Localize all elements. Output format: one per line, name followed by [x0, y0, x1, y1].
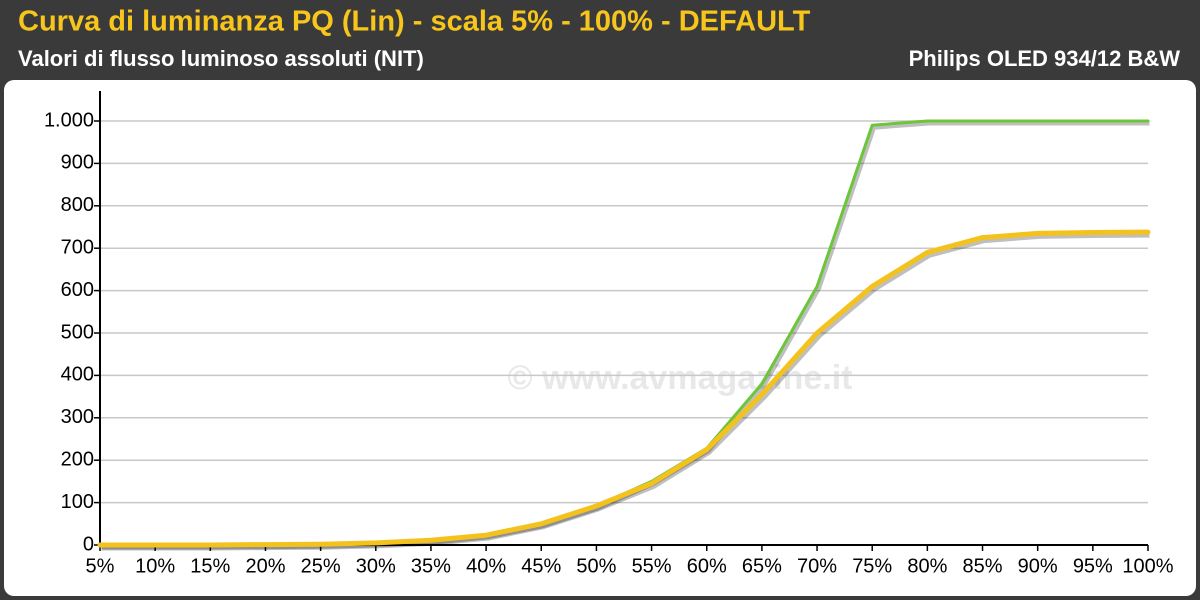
x-tick-label: 85% [963, 555, 1003, 577]
y-tick-label: 0 [83, 533, 94, 555]
watermark: © www.avmagazine.it [508, 359, 853, 397]
x-tick-label: 20% [245, 555, 285, 577]
x-tick-label: 40% [466, 555, 506, 577]
x-tick-label: 60% [687, 555, 727, 577]
x-tick-label: 70% [797, 555, 837, 577]
x-tick-label: 25% [301, 555, 341, 577]
y-tick-label: 500 [61, 321, 94, 343]
y-tick-label: 600 [61, 279, 94, 301]
chart-subtitle: Valori di flusso luminoso assoluti (NIT) [18, 46, 424, 71]
plot-panel [4, 80, 1196, 596]
x-tick-label: 50% [576, 555, 616, 577]
y-tick-label: 300 [61, 406, 94, 428]
chart-title: Curva di luminanza PQ (Lin) - scala 5% -… [18, 6, 811, 38]
y-tick-label: 400 [61, 364, 94, 386]
x-tick-label: 80% [907, 555, 947, 577]
x-tick-label: 35% [411, 555, 451, 577]
x-tick-label: 90% [1018, 555, 1058, 577]
series-line [97, 229, 1151, 548]
y-tick-label: 200 [61, 448, 94, 470]
y-tick-label: 700 [61, 236, 94, 258]
y-tick-label: 1.000 [44, 109, 94, 131]
x-tick-label: 75% [852, 555, 892, 577]
x-tick-label: 65% [742, 555, 782, 577]
x-tick-label: 10% [135, 555, 175, 577]
x-tick-label: 45% [521, 555, 561, 577]
x-tick-label: 30% [356, 555, 396, 577]
x-tick-label: 55% [632, 555, 672, 577]
y-tick-label: 900 [61, 152, 94, 174]
x-tick-label: 15% [190, 555, 230, 577]
device-label: Philips OLED 934/12 B&W [909, 46, 1181, 71]
y-tick-label: 100 [61, 491, 94, 513]
x-tick-label: 95% [1073, 555, 1113, 577]
y-tick-label: 800 [61, 194, 94, 216]
x-tick-label: 100% [1122, 555, 1173, 577]
x-tick-label: 5% [86, 555, 115, 577]
